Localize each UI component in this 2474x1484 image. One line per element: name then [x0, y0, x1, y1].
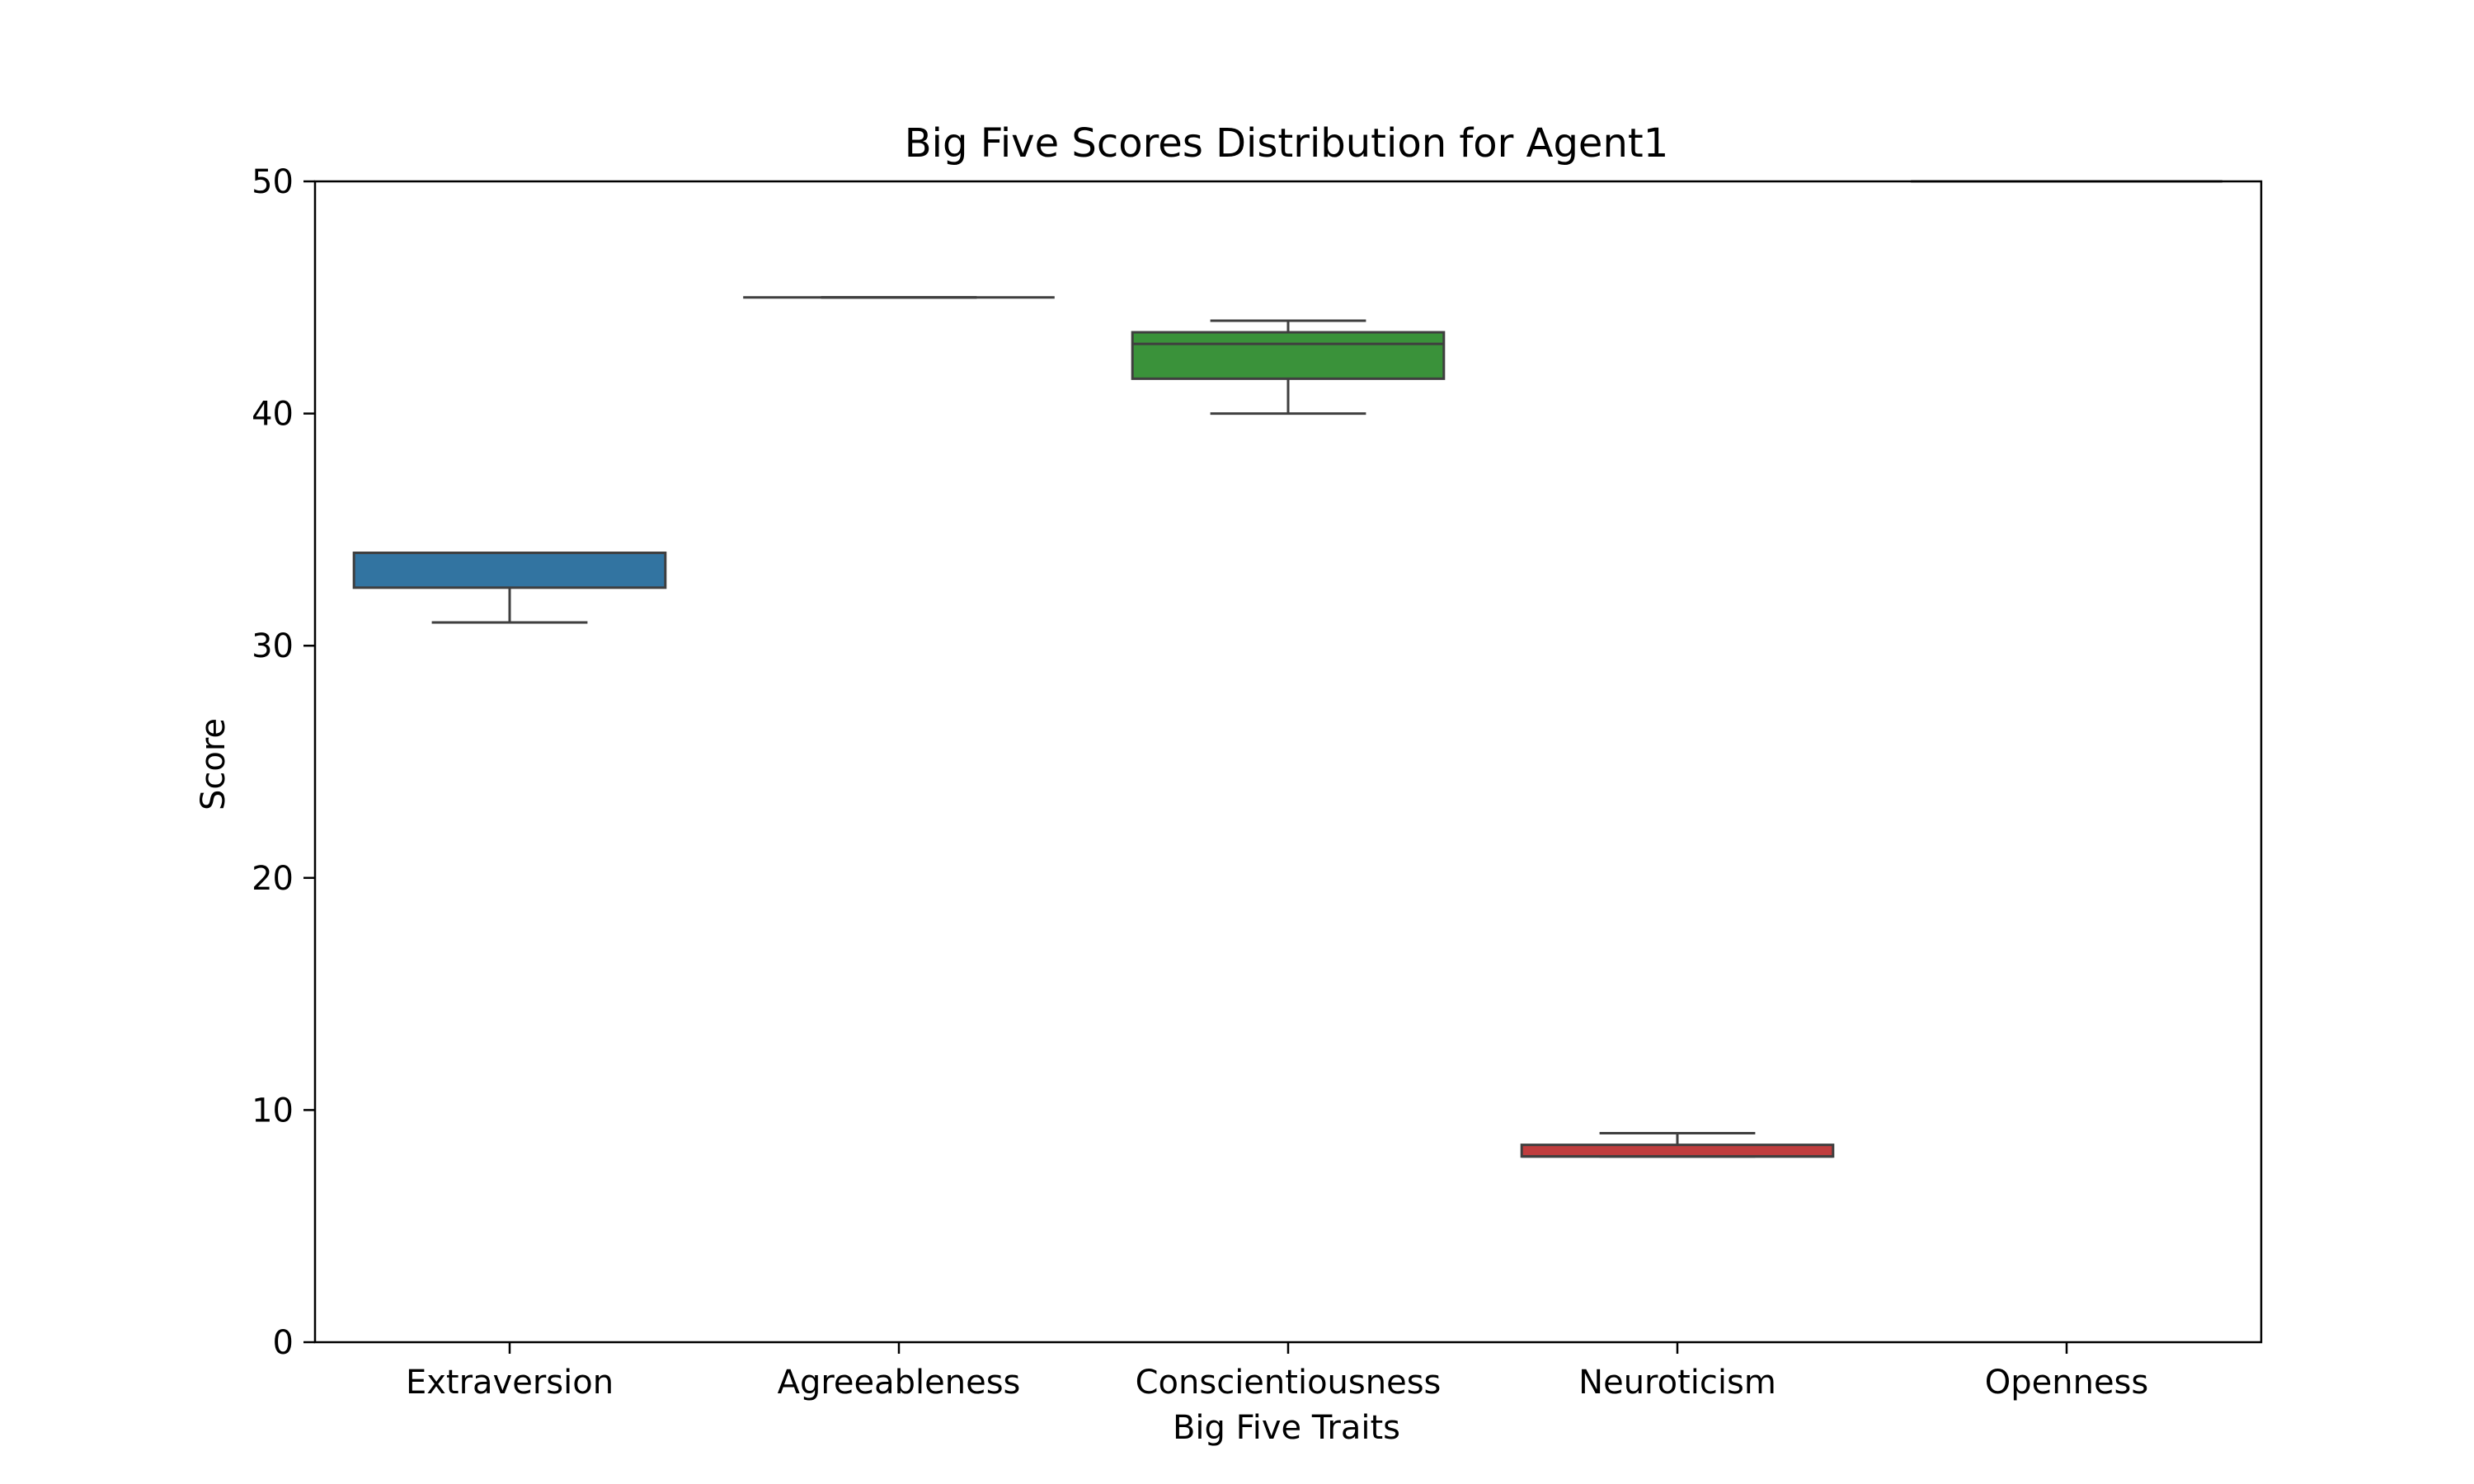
box-series — [352, 180, 2222, 1158]
x-axis-label: Big Five Traits — [1173, 1409, 1400, 1447]
box-extraversion — [352, 552, 667, 624]
y-tick-label: 50 — [252, 163, 294, 201]
box-iqr — [352, 552, 667, 589]
x-tick-label: Openness — [1985, 1364, 2148, 1402]
x-tick-label: Neuroticism — [1578, 1364, 1776, 1402]
box-neuroticism — [1520, 1132, 1835, 1158]
y-axis-label: Score — [195, 718, 233, 810]
y-tick-label: 40 — [252, 396, 294, 434]
x-tick-label: Extraversion — [406, 1364, 614, 1402]
box-iqr — [1520, 1144, 1835, 1158]
plot-frame — [313, 180, 2263, 1344]
x-tick-label: Conscientiousness — [1136, 1364, 1442, 1402]
y-tick-label: 30 — [252, 627, 294, 665]
y-tick-label: 10 — [252, 1092, 294, 1129]
box-conscientiousness — [1131, 319, 1446, 416]
y-tick-label: 20 — [252, 860, 294, 898]
x-axis: Extraversion Agreeableness Conscientiousne… — [406, 1342, 2148, 1402]
box-iqr — [1131, 331, 1446, 380]
y-axis: 0 10 20 30 40 50 — [252, 163, 315, 1362]
chart-title: Big Five Scores Distribution for Agent1 — [905, 120, 1669, 167]
y-tick-label: 0 — [273, 1324, 294, 1362]
x-tick-label: Agreeableness — [778, 1364, 1021, 1402]
